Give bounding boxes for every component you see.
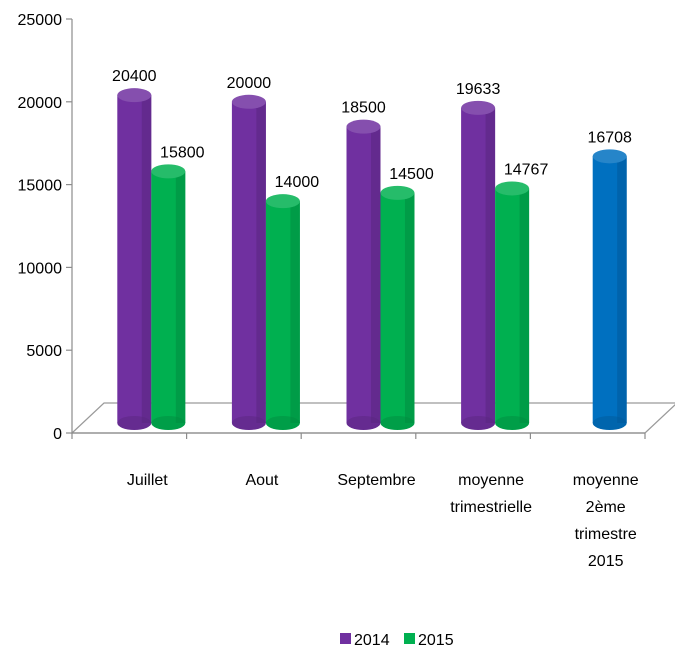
bar-cap (381, 186, 415, 200)
bar-2015 (495, 181, 529, 430)
bar-shade (486, 108, 496, 423)
data-label: 20400 (112, 68, 157, 85)
x-category-label: Juillet (127, 472, 168, 489)
bar-2014 (232, 95, 266, 430)
bar-shade (371, 127, 381, 423)
x-category-label: moyenne trimestrielle (450, 472, 532, 516)
chart-bars (117, 88, 626, 430)
x-category-label: Septembre (337, 472, 415, 489)
bar-shade (290, 201, 300, 423)
y-tick-label: 5000 (26, 343, 62, 360)
data-label: 19633 (456, 81, 501, 98)
bar-2014 (117, 88, 151, 430)
bar-shade (520, 188, 530, 423)
bar-series (593, 149, 627, 430)
data-label: 14767 (504, 161, 549, 178)
data-label: 14500 (389, 166, 434, 183)
bar-shade (405, 193, 415, 423)
bar-cap (266, 194, 300, 208)
y-tick-label: 20000 (18, 95, 63, 112)
bar-2014 (461, 101, 495, 430)
x-category-label: moyenne 2ème trimestre 2015 (573, 472, 639, 570)
data-label: 20000 (227, 75, 272, 92)
legend-label: 2014 (354, 632, 390, 649)
bar-shade (142, 95, 152, 423)
bar-2015 (151, 164, 185, 430)
y-tick-label: 15000 (18, 178, 63, 195)
bar-cap (151, 164, 185, 178)
bar-2015 (381, 186, 415, 430)
data-label: 14000 (275, 174, 320, 191)
bar-cap (461, 101, 495, 115)
y-tick-label: 10000 (18, 260, 63, 277)
data-label: 18500 (341, 100, 386, 117)
bar-2014 (347, 120, 381, 430)
legend-swatch (404, 633, 415, 644)
legend-swatch (340, 633, 351, 644)
y-tick-label: 25000 (18, 12, 63, 29)
bar-cap (232, 95, 266, 109)
chart-legend: 2014 2015 (340, 632, 454, 649)
data-label: 16708 (587, 129, 632, 146)
bar-2015 (266, 194, 300, 430)
data-label: 15800 (160, 144, 205, 161)
bar-shade (176, 171, 186, 423)
x-category-label: Aout (245, 472, 278, 489)
legend-label: 2015 (418, 632, 454, 649)
chart-axes: 0 5000 10000 15000 20000 25000 Juillet Aout Sept… (18, 12, 646, 570)
y-tick-label: 0 (53, 426, 62, 443)
bar-cap (347, 120, 381, 134)
bar-cap (593, 149, 627, 163)
bar-cap (117, 88, 151, 102)
bar-shade (256, 102, 266, 423)
bar-shade (617, 156, 627, 423)
bar-cap (495, 181, 529, 195)
